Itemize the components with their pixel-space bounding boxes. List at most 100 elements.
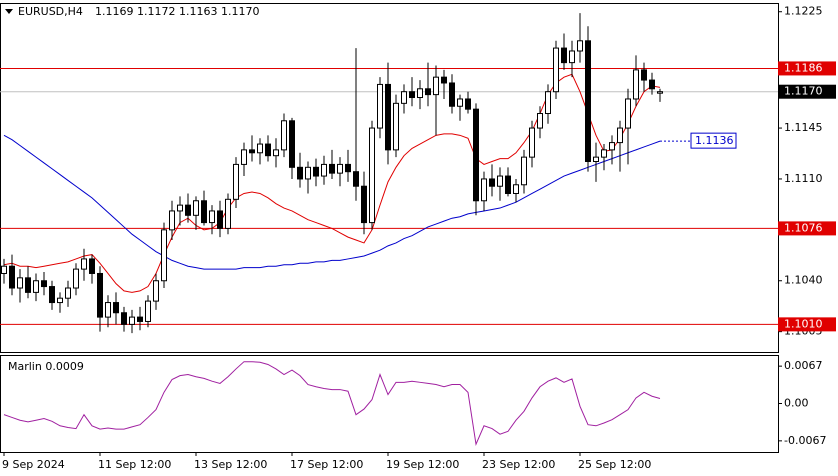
- candle-body: [137, 316, 143, 322]
- candle-body: [25, 277, 31, 293]
- candle-body: [313, 166, 319, 177]
- candle-body: [633, 69, 639, 100]
- candle-body: [89, 258, 95, 274]
- candle-body: [545, 91, 551, 115]
- chart-title: EURUSD,H4: [18, 5, 83, 18]
- candle-body: [441, 76, 447, 84]
- candle-body: [153, 280, 159, 302]
- candle-body: [657, 91, 663, 94]
- y-tick-label: 1.1225: [784, 5, 823, 18]
- candle-body: [233, 163, 239, 200]
- level-label: 1.1186: [784, 61, 823, 74]
- candle-body: [33, 280, 39, 293]
- chart-subtitle: 1.1169 1.1172 1.1163 1.1170: [95, 5, 259, 18]
- y-tick-label: -0.0067: [784, 434, 826, 447]
- y-tick-label: 1.1040: [784, 274, 823, 287]
- candle-body: [65, 287, 71, 299]
- candle-body: [17, 277, 23, 289]
- x-tick-label: 19 Sep 12:00: [386, 458, 459, 471]
- ma-label: 1.1136: [695, 134, 734, 147]
- candle-body: [129, 316, 135, 325]
- y-tick-label: 1.1145: [784, 121, 823, 134]
- candle-body: [481, 178, 487, 202]
- x-tick-label: 17 Sep 12:00: [290, 458, 363, 471]
- candle-body: [169, 210, 175, 231]
- candle-body: [49, 286, 55, 304]
- level-label: 1.1010: [784, 317, 823, 330]
- candle-body: [569, 50, 575, 64]
- level-tag: [778, 221, 836, 236]
- candle-body: [457, 98, 463, 107]
- candle-body: [353, 171, 359, 187]
- candle-body: [625, 98, 631, 129]
- candle-body: [241, 149, 247, 165]
- candle-body: [41, 280, 47, 288]
- candle-body: [9, 265, 15, 289]
- candle-body: [385, 83, 391, 151]
- candle-body: [513, 184, 519, 194]
- indicator-panel: [0, 355, 779, 453]
- candle-body: [601, 149, 607, 158]
- candle-body: [553, 47, 559, 93]
- candle-body: [201, 200, 207, 224]
- candle-body: [593, 156, 599, 163]
- indicator-line: [3, 361, 661, 446]
- x-tick-label: 11 Sep 12:00: [98, 458, 171, 471]
- candle-body: [537, 113, 543, 129]
- candle-body: [97, 272, 103, 318]
- candle-body: [369, 127, 375, 224]
- last-price-tag: [778, 84, 836, 99]
- moving-average: [3, 73, 661, 293]
- candle-body: [497, 175, 503, 187]
- level-tag: [778, 61, 836, 76]
- candle-body: [217, 210, 223, 229]
- candle-body: [121, 312, 127, 325]
- candle-body: [577, 40, 583, 52]
- candle-body: [337, 163, 343, 174]
- candle-body: [649, 79, 655, 90]
- candle-body: [641, 69, 647, 81]
- candle-body: [393, 102, 399, 151]
- candle-body: [185, 204, 191, 216]
- level-tag: [778, 317, 836, 332]
- candle-body: [305, 166, 311, 180]
- candle-body: [265, 143, 271, 157]
- candle-body: [73, 268, 79, 289]
- candle-body: [425, 88, 431, 96]
- candle-body: [433, 76, 439, 96]
- y-tick-label: 1.1110: [784, 172, 823, 185]
- candle-body: [361, 185, 367, 224]
- candle-body: [489, 178, 495, 187]
- candle-body: [529, 127, 535, 158]
- candle-body: [273, 149, 279, 157]
- candle-body: [473, 108, 479, 202]
- candle-body: [617, 127, 623, 144]
- candle-body: [561, 47, 567, 64]
- candle-body: [345, 163, 351, 173]
- candle-body: [409, 91, 415, 99]
- candle-body: [505, 175, 511, 194]
- candle-body: [113, 302, 119, 314]
- candle-body: [105, 302, 111, 318]
- candle-body: [57, 297, 63, 304]
- candle-body: [161, 229, 167, 282]
- menu-arrow: [5, 9, 13, 14]
- candle-body: [449, 82, 455, 107]
- candle-body: [465, 98, 471, 110]
- candle-body: [193, 200, 199, 216]
- candle-body: [225, 198, 231, 229]
- candle-body: [81, 258, 87, 270]
- candle-body: [297, 166, 303, 180]
- candle-body: [329, 163, 335, 174]
- x-tick-label: 23 Sep 12:00: [482, 458, 555, 471]
- candle-body: [401, 91, 407, 104]
- candle-body: [209, 210, 215, 224]
- moving-average: [3, 134, 661, 270]
- candle-body: [249, 149, 255, 154]
- indicator-title: Marlin 0.0009: [8, 360, 84, 373]
- x-tick-label: 13 Sep 12:00: [194, 458, 267, 471]
- y-tick-label: 0.00: [784, 397, 809, 410]
- x-tick-label: 9 Sep 2024: [2, 458, 65, 471]
